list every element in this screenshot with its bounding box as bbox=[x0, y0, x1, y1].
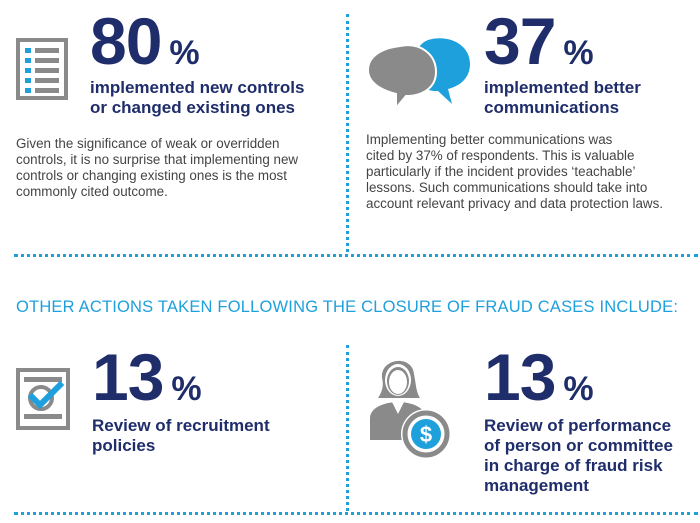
checkmark-document-icon bbox=[16, 368, 70, 435]
stat-headline: Review of recruitment policies bbox=[92, 416, 270, 456]
stat-value: 37 bbox=[484, 4, 556, 78]
stat-headline-line: Review of recruitment bbox=[92, 416, 270, 435]
bottom-horizontal-divider bbox=[14, 512, 698, 515]
stat-headline-line: communications bbox=[484, 98, 620, 117]
stat-unit: % bbox=[563, 370, 594, 408]
stat-37-block: 37% implemented better communications bbox=[484, 8, 641, 118]
description-line: account relevant privacy and data protec… bbox=[366, 196, 663, 211]
stat-13-recruitment-block: 13% Review of recruitment policies bbox=[92, 344, 270, 456]
stat-headline-line: management bbox=[484, 476, 589, 495]
checklist-icon bbox=[16, 38, 68, 105]
stat-headline-line: or changed existing ones bbox=[90, 98, 295, 117]
stat-value: 80 bbox=[90, 4, 162, 78]
description-line: commonly cited outcome. bbox=[16, 184, 168, 199]
description-line: particularly if the incident provides ‘t… bbox=[366, 164, 636, 179]
stat-headline: Review of performance of person or commi… bbox=[484, 416, 673, 496]
stat-headline-line: Review of performance bbox=[484, 416, 672, 435]
stat-headline-line: policies bbox=[92, 436, 156, 455]
stat-value: 13 bbox=[92, 340, 164, 414]
top-vertical-divider bbox=[346, 14, 349, 252]
person-dollar-icon: $ bbox=[364, 350, 460, 471]
bottom-vertical-divider bbox=[346, 345, 349, 511]
stat-80-block: 80% implemented new controls or changed … bbox=[90, 8, 304, 118]
section-title: OTHER ACTIONS TAKEN FOLLOWING THE CLOSUR… bbox=[16, 298, 679, 316]
stat-headline-line: implemented better bbox=[484, 78, 641, 97]
description-line: cited by 37% of respondents. This is val… bbox=[366, 148, 635, 163]
stat-headline: implemented new controls or changed exis… bbox=[90, 78, 304, 118]
stat-headline-line: of person or committee bbox=[484, 436, 673, 455]
stat-unit: % bbox=[171, 370, 202, 408]
stat-37-description: Implementing better communications was c… bbox=[366, 132, 698, 212]
middle-horizontal-divider bbox=[14, 254, 698, 257]
stat-headline: implemented better communications bbox=[484, 78, 641, 118]
description-line: Implementing better communications was bbox=[366, 132, 613, 147]
description-line: lessons. Such communications should take… bbox=[366, 180, 648, 195]
svg-text:$: $ bbox=[420, 422, 432, 447]
stat-unit: % bbox=[563, 34, 594, 72]
stat-headline-line: implemented new controls bbox=[90, 78, 305, 97]
description-line: controls, it is no surprise that impleme… bbox=[16, 152, 299, 167]
stat-80-description: Given the significance of weak or overri… bbox=[16, 136, 341, 200]
description-line: Given the significance of weak or overri… bbox=[16, 136, 280, 151]
stat-value: 13 bbox=[484, 340, 556, 414]
stat-13-performance-block: 13% Review of performance of person or c… bbox=[484, 344, 673, 496]
speech-bubbles-icon bbox=[366, 34, 472, 115]
description-line: controls or changing existing ones is th… bbox=[16, 168, 287, 183]
stat-unit: % bbox=[169, 34, 200, 72]
stat-headline-line: in charge of fraud risk bbox=[484, 456, 663, 475]
